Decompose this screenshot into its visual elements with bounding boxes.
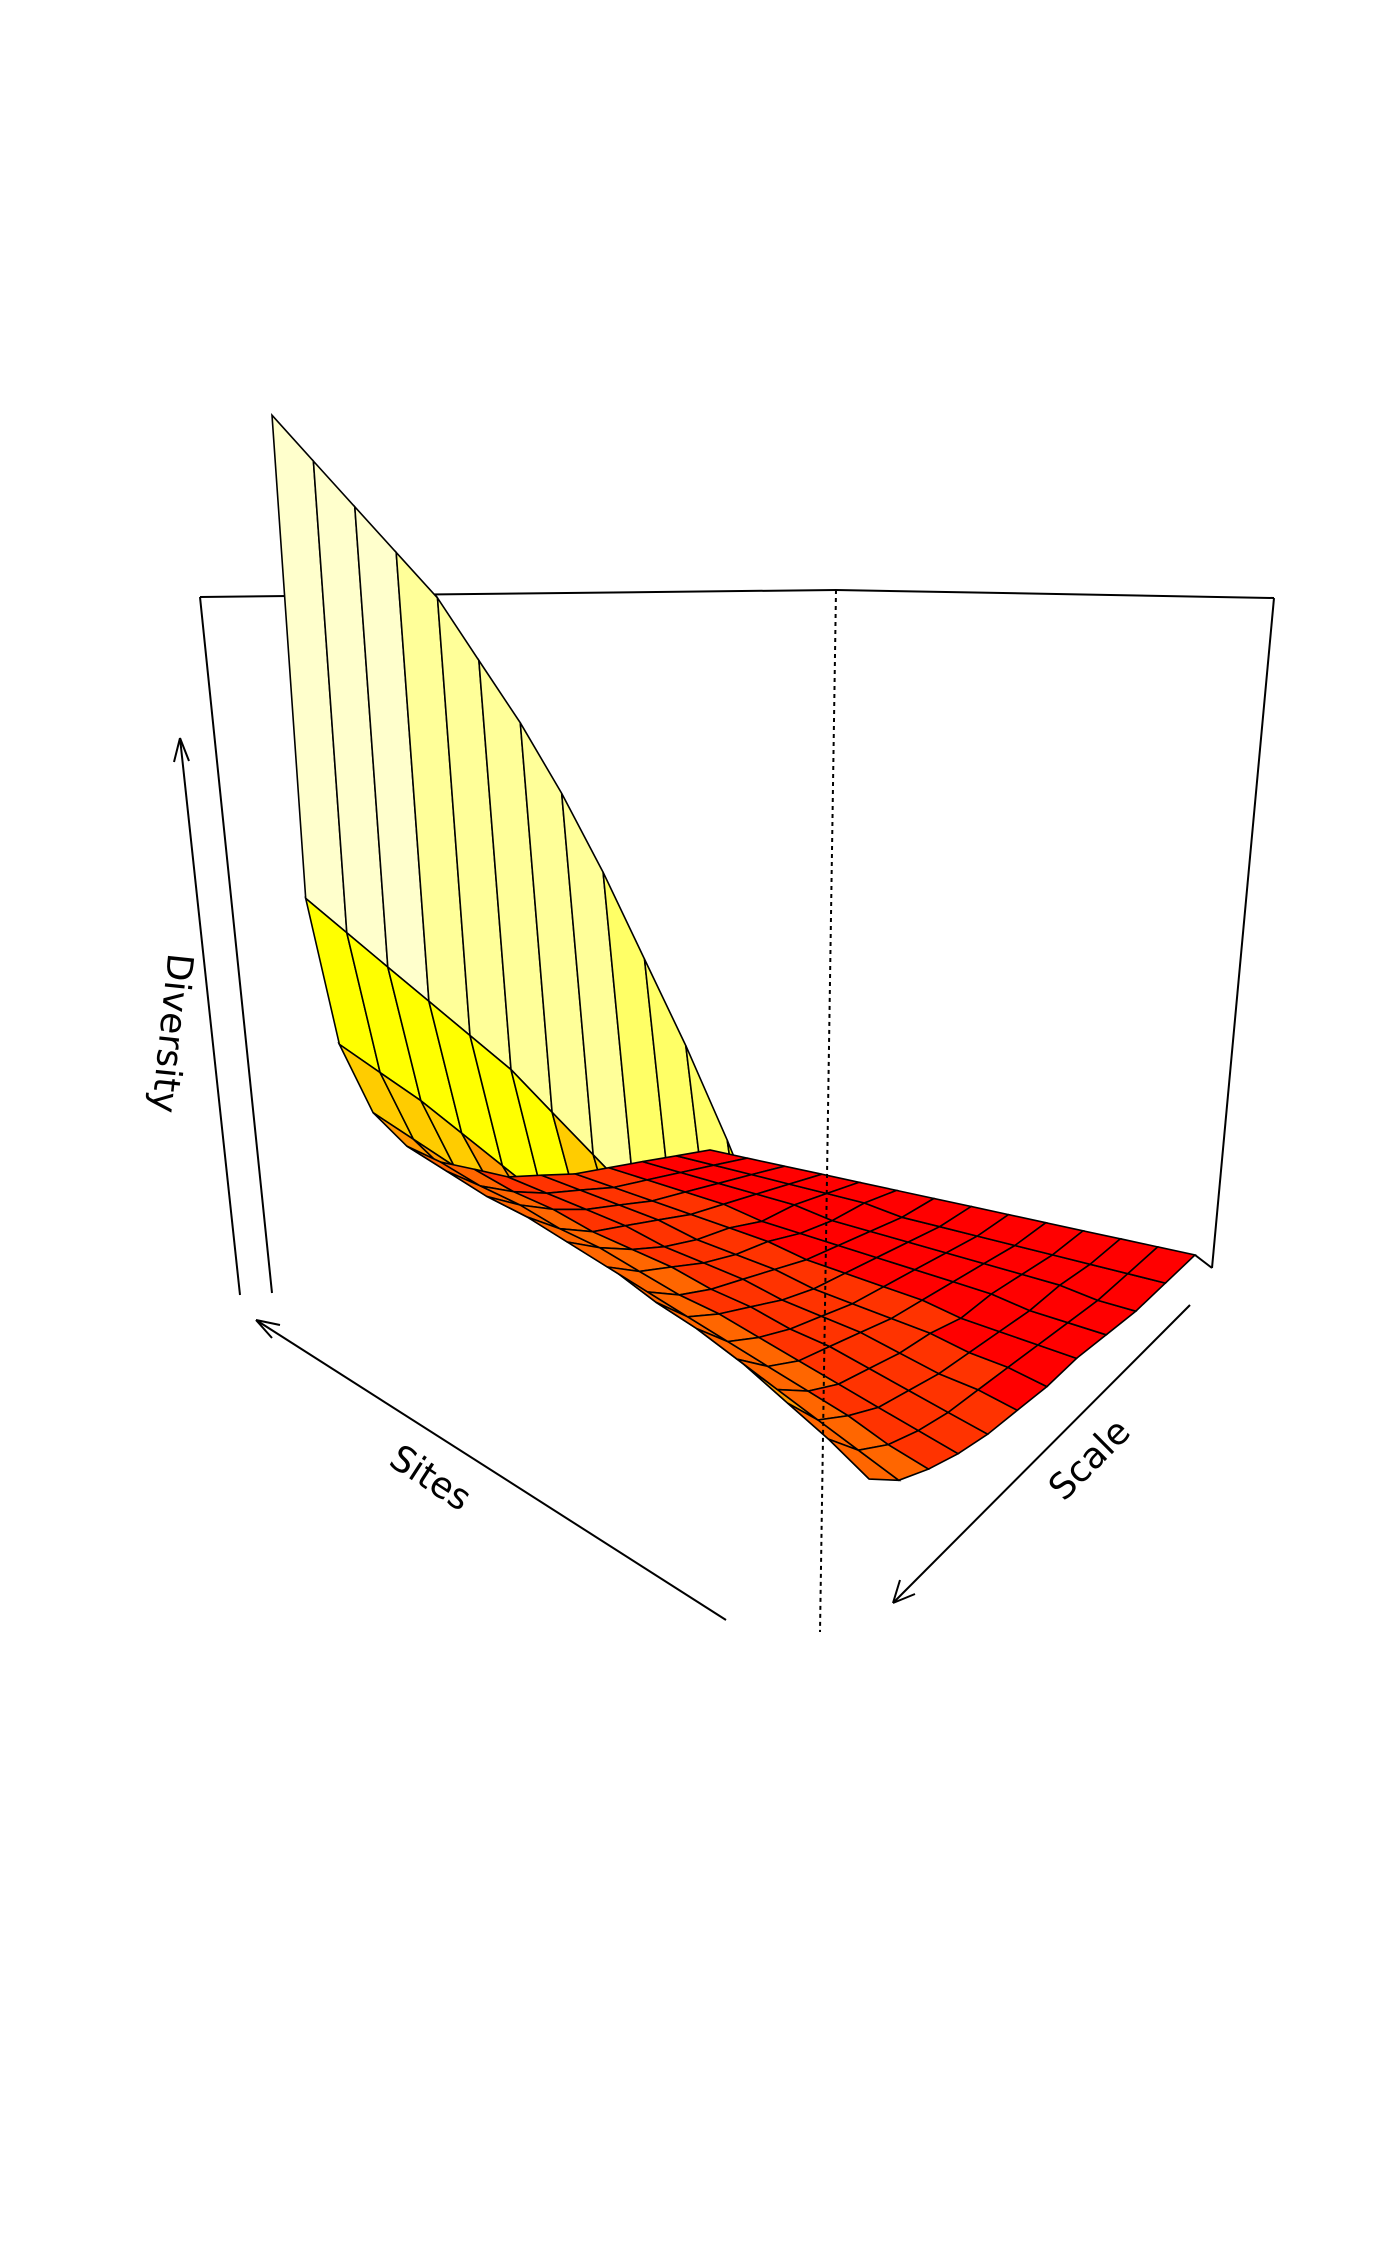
diversity-axis-arrow [173, 737, 241, 1296]
box-back-vertical-edge-dashed [819, 589, 837, 1633]
box-top-right-edge [835, 589, 1275, 599]
z-axis-label: Diversity [143, 951, 201, 1115]
box-left-vertical-edge [199, 596, 273, 1294]
box-right-base-edge [1194, 1254, 1213, 1269]
box-back-edges [199, 589, 1275, 1294]
box-right-vertical-edge [1211, 597, 1275, 1269]
surface-facet-12-12 [1126, 1246, 1197, 1284]
y-axis-label: Scale [1041, 1411, 1138, 1508]
sites-axis-arrow [255, 1319, 727, 1621]
scale-axis-arrow [892, 1304, 1191, 1604]
x-axis-label: Sites [382, 1437, 478, 1519]
box-front-edges [819, 589, 837, 1633]
surface-mesh [271, 412, 1197, 1482]
